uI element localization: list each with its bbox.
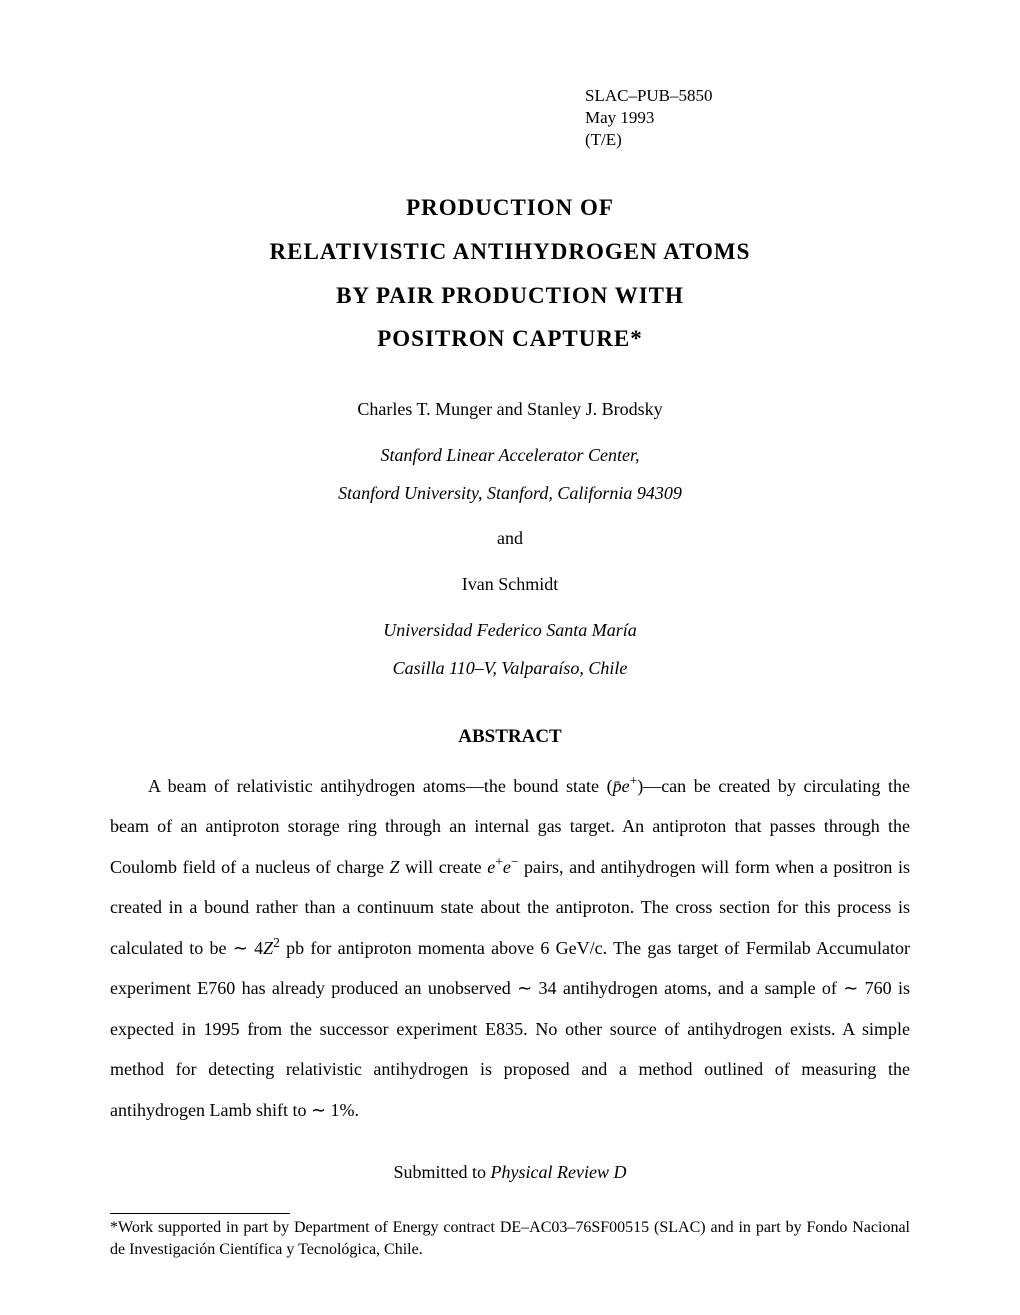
title-line-4: POSITRON CAPTURE*: [110, 317, 910, 361]
formula-pbar-e: p̄e: [613, 776, 630, 796]
abstract-segment: pb for antiproton momenta above 6 GeV/c.…: [110, 938, 910, 1120]
footnote-divider: [110, 1213, 290, 1214]
report-header: SLAC–PUB–5850 May 1993 (T/E): [585, 85, 910, 151]
abstract-text: A beam of relativistic antihydrogen atom…: [110, 766, 910, 1131]
submitted-prefix: Submitted to: [394, 1162, 491, 1182]
formula-sup-2: 2: [273, 935, 280, 950]
affiliation-1b: Stanford University, Stanford, Californi…: [110, 475, 910, 513]
title-line-1: PRODUCTION OF: [110, 186, 910, 230]
formula-z: Z: [263, 938, 273, 958]
affiliation-2b: Casilla 110–V, Valparaíso, Chile: [110, 650, 910, 688]
submitted-line: Submitted to Physical Review D: [110, 1162, 910, 1183]
author-connector: and: [110, 520, 910, 558]
title-line-3: BY PAIR PRODUCTION WITH: [110, 274, 910, 318]
affiliation-2a: Universidad Federico Santa María: [110, 612, 910, 650]
variable-z: Z: [390, 857, 400, 877]
footnote-text: *Work supported in part by Department of…: [110, 1217, 910, 1260]
title-line-2: RELATIVISTIC ANTIHYDROGEN ATOMS: [110, 230, 910, 274]
submitted-journal: Physical Review D: [491, 1162, 627, 1182]
author-names-2: Ivan Schmidt: [110, 566, 910, 604]
formula-sup-plus: +: [495, 854, 503, 869]
paper-title: PRODUCTION OF RELATIVISTIC ANTIHYDROGEN …: [110, 186, 910, 361]
abstract-segment: A beam of relativistic antihydrogen atom…: [148, 776, 613, 796]
abstract-heading: ABSTRACT: [110, 726, 910, 748]
author-names-1: Charles T. Munger and Stanley J. Brodsky: [110, 391, 910, 429]
report-date: May 1993: [585, 107, 910, 129]
abstract-segment: will create: [400, 857, 488, 877]
report-code: (T/E): [585, 129, 910, 151]
report-id: SLAC–PUB–5850: [585, 85, 910, 107]
affiliation-1a: Stanford Linear Accelerator Center,: [110, 437, 910, 475]
formula-e: e: [503, 857, 511, 877]
